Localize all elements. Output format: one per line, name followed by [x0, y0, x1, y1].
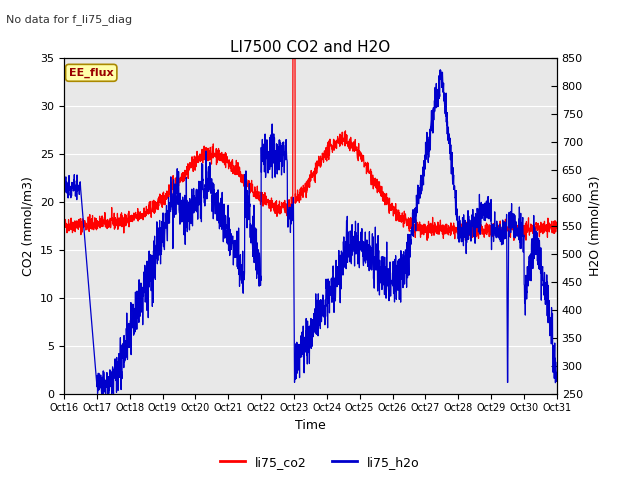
- Title: LI7500 CO2 and H2O: LI7500 CO2 and H2O: [230, 40, 390, 55]
- Line: li75_co2: li75_co2: [64, 48, 557, 240]
- li75_h2o: [324, 299, 332, 305]
- li75_h2o: [198, 160, 205, 166]
- li75_h2o: [553, 370, 561, 375]
- li75_h2o: [60, 184, 68, 190]
- Line: li75_h2o: li75_h2o: [64, 70, 557, 394]
- li75_h2o: [436, 67, 444, 73]
- li75_co2: [335, 138, 343, 144]
- li75_co2: [324, 144, 332, 150]
- Text: No data for f_li75_diag: No data for f_li75_diag: [6, 14, 132, 25]
- li75_co2: [60, 221, 68, 227]
- li75_co2: [553, 222, 561, 228]
- li75_co2: [454, 225, 461, 231]
- li75_co2: [460, 238, 467, 243]
- li75_co2: [289, 45, 297, 51]
- li75_co2: [524, 223, 531, 228]
- li75_h2o: [454, 217, 461, 223]
- Y-axis label: H2O (mmol/m3): H2O (mmol/m3): [588, 175, 602, 276]
- li75_h2o: [335, 282, 343, 288]
- li75_h2o: [524, 264, 531, 270]
- li75_h2o: [510, 234, 518, 240]
- li75_co2: [198, 151, 205, 156]
- Legend: li75_co2, li75_h2o: li75_co2, li75_h2o: [215, 451, 425, 474]
- X-axis label: Time: Time: [295, 419, 326, 432]
- li75_h2o: [93, 391, 101, 396]
- Text: EE_flux: EE_flux: [69, 68, 113, 78]
- Y-axis label: CO2 (mmol/m3): CO2 (mmol/m3): [22, 176, 35, 276]
- li75_co2: [510, 224, 518, 229]
